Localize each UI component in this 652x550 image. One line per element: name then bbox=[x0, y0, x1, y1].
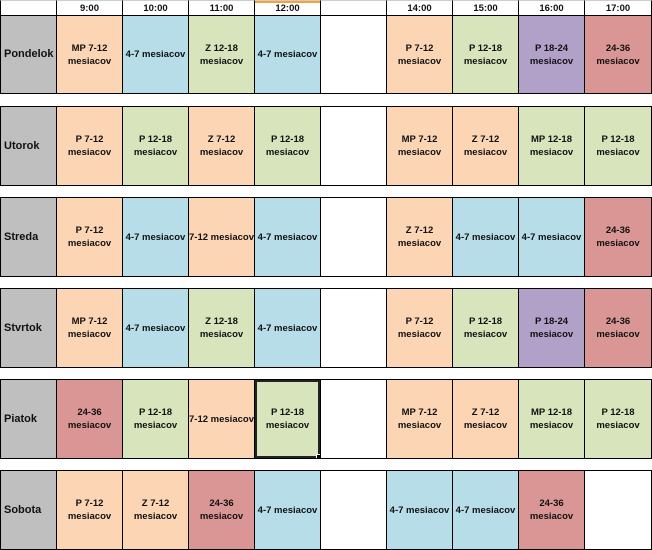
schedule-cell[interactable]: P 7-12 mesiacov bbox=[56, 106, 123, 186]
schedule-cell[interactable]: 4-7 mesiacov bbox=[122, 15, 189, 94]
day-label-utorok[interactable]: Utorok bbox=[0, 106, 57, 186]
schedule-cell[interactable]: 4-7 mesiacov bbox=[122, 288, 189, 368]
schedule-cell[interactable]: 7-12 mesiacov bbox=[188, 379, 255, 459]
schedule-cell[interactable] bbox=[320, 470, 387, 550]
schedule-cell[interactable]: 4-7 mesiacov bbox=[254, 288, 321, 368]
schedule-cell[interactable]: P 18-24 mesiacov bbox=[518, 288, 585, 368]
schedule-cell[interactable]: 4-7 mesiacov bbox=[254, 470, 321, 550]
schedule-cell[interactable]: P 7-12 mesiacov bbox=[386, 15, 453, 94]
header-cell[interactable]: 16:00 bbox=[518, 0, 585, 16]
header-cell[interactable]: 9:00 bbox=[56, 0, 123, 16]
header-cell[interactable]: 17:00 bbox=[584, 0, 652, 16]
day-label-sobota[interactable]: Sobota bbox=[0, 470, 57, 550]
schedule-cell[interactable] bbox=[320, 288, 387, 368]
schedule-cell[interactable]: P 7-12 mesiacov bbox=[386, 288, 453, 368]
schedule-cell[interactable]: P 12-18 mesiacov bbox=[254, 106, 321, 186]
schedule-cell[interactable]: P 7-12 mesiacov bbox=[56, 470, 123, 550]
header-cell[interactable]: 10:00 bbox=[122, 0, 189, 16]
header-cell[interactable]: 14:00 bbox=[386, 0, 453, 16]
schedule-cell[interactable]: P 12-18 mesiacov bbox=[452, 288, 519, 368]
schedule-cell[interactable]: Z 7-12 mesiacov bbox=[452, 379, 519, 459]
schedule-cell[interactable]: Z 12-18 mesiacov bbox=[188, 288, 255, 368]
schedule-cell[interactable]: P 12-18 mesiacov bbox=[584, 379, 652, 459]
schedule-cell[interactable]: Z 7-12 mesiacov bbox=[122, 470, 189, 550]
schedule-cell[interactable]: P 12-18 mesiacov bbox=[452, 15, 519, 94]
day-label-streda[interactable]: Streda bbox=[0, 197, 57, 277]
day-label-piatok[interactable]: Piatok bbox=[0, 379, 57, 459]
schedule-cell[interactable]: 24-36 mesiacov bbox=[584, 15, 652, 94]
header-cell[interactable]: 15:00 bbox=[452, 0, 519, 16]
schedule-cell[interactable]: MP 7-12 mesiacov bbox=[56, 288, 123, 368]
schedule-cell[interactable]: MP 7-12 mesiacov bbox=[386, 106, 453, 186]
schedule-cell[interactable]: Z 12-18 mesiacov bbox=[188, 15, 255, 94]
schedule-cell[interactable]: 4-7 mesiacov bbox=[254, 197, 321, 277]
day-label-pondelok[interactable]: Pondelok bbox=[0, 15, 57, 94]
schedule-cell[interactable]: 4-7 mesiacov bbox=[452, 470, 519, 550]
schedule-cell[interactable]: MP 7-12 mesiacov bbox=[386, 379, 453, 459]
schedule-cell[interactable]: 4-7 mesiacov bbox=[254, 15, 321, 94]
schedule-cell[interactable] bbox=[320, 15, 387, 94]
schedule-cell[interactable]: MP 12-18 mesiacov bbox=[518, 106, 585, 186]
schedule-cell[interactable]: Z 7-12 mesiacov bbox=[386, 197, 453, 277]
header-cell[interactable]: 12:00 bbox=[254, 0, 321, 16]
schedule-cell[interactable]: 4-7 mesiacov bbox=[386, 470, 453, 550]
schedule-cell[interactable]: Z 7-12 mesiacov bbox=[452, 106, 519, 186]
schedule-cell[interactable] bbox=[320, 379, 387, 459]
spacer-row[interactable] bbox=[0, 93, 652, 107]
schedule-cell[interactable]: 24-36 mesiacov bbox=[188, 470, 255, 550]
schedule-cell[interactable]: 24-36 mesiacov bbox=[56, 379, 123, 459]
schedule-cell[interactable]: Z 7-12 mesiacov bbox=[188, 106, 255, 186]
schedule-cell[interactable]: 24-36 mesiacov bbox=[584, 288, 652, 368]
schedule-cell[interactable]: P 12-18 mesiacov bbox=[122, 106, 189, 186]
schedule-cell[interactable]: P 7-12 mesiacov bbox=[56, 197, 123, 277]
schedule-cell[interactable]: 7-12 mesiacov bbox=[188, 197, 255, 277]
schedule-cell[interactable]: P 12-18 mesiacov bbox=[584, 106, 652, 186]
schedule-cell[interactable]: MP 7-12 mesiacov bbox=[56, 15, 123, 94]
schedule-cell[interactable] bbox=[584, 470, 652, 550]
schedule-cell[interactable]: 24-36 mesiacov bbox=[584, 197, 652, 277]
header-cell[interactable]: 11:00 bbox=[188, 0, 255, 16]
schedule-cell[interactable]: 4-7 mesiacov bbox=[518, 197, 585, 277]
header-cell[interactable] bbox=[320, 0, 387, 16]
schedule-cell[interactable]: 24-36 mesiacov bbox=[518, 470, 585, 550]
schedule-cell[interactable]: P 12-18 mesiacov bbox=[122, 379, 189, 459]
schedule-cell[interactable]: MP 12-18 mesiacov bbox=[518, 379, 585, 459]
schedule-cell[interactable] bbox=[320, 197, 387, 277]
schedule-cell[interactable]: P 12-18 mesiacov bbox=[254, 379, 323, 461]
schedule-cell[interactable] bbox=[320, 106, 387, 186]
schedule-cell[interactable]: 4-7 mesiacov bbox=[122, 197, 189, 277]
header-cell[interactable] bbox=[0, 0, 57, 16]
schedule-cell[interactable]: P 18-24 mesiacov bbox=[518, 15, 585, 94]
schedule-cell[interactable]: 4-7 mesiacov bbox=[452, 197, 519, 277]
day-label-stvrtok[interactable]: Stvrtok bbox=[0, 288, 57, 368]
